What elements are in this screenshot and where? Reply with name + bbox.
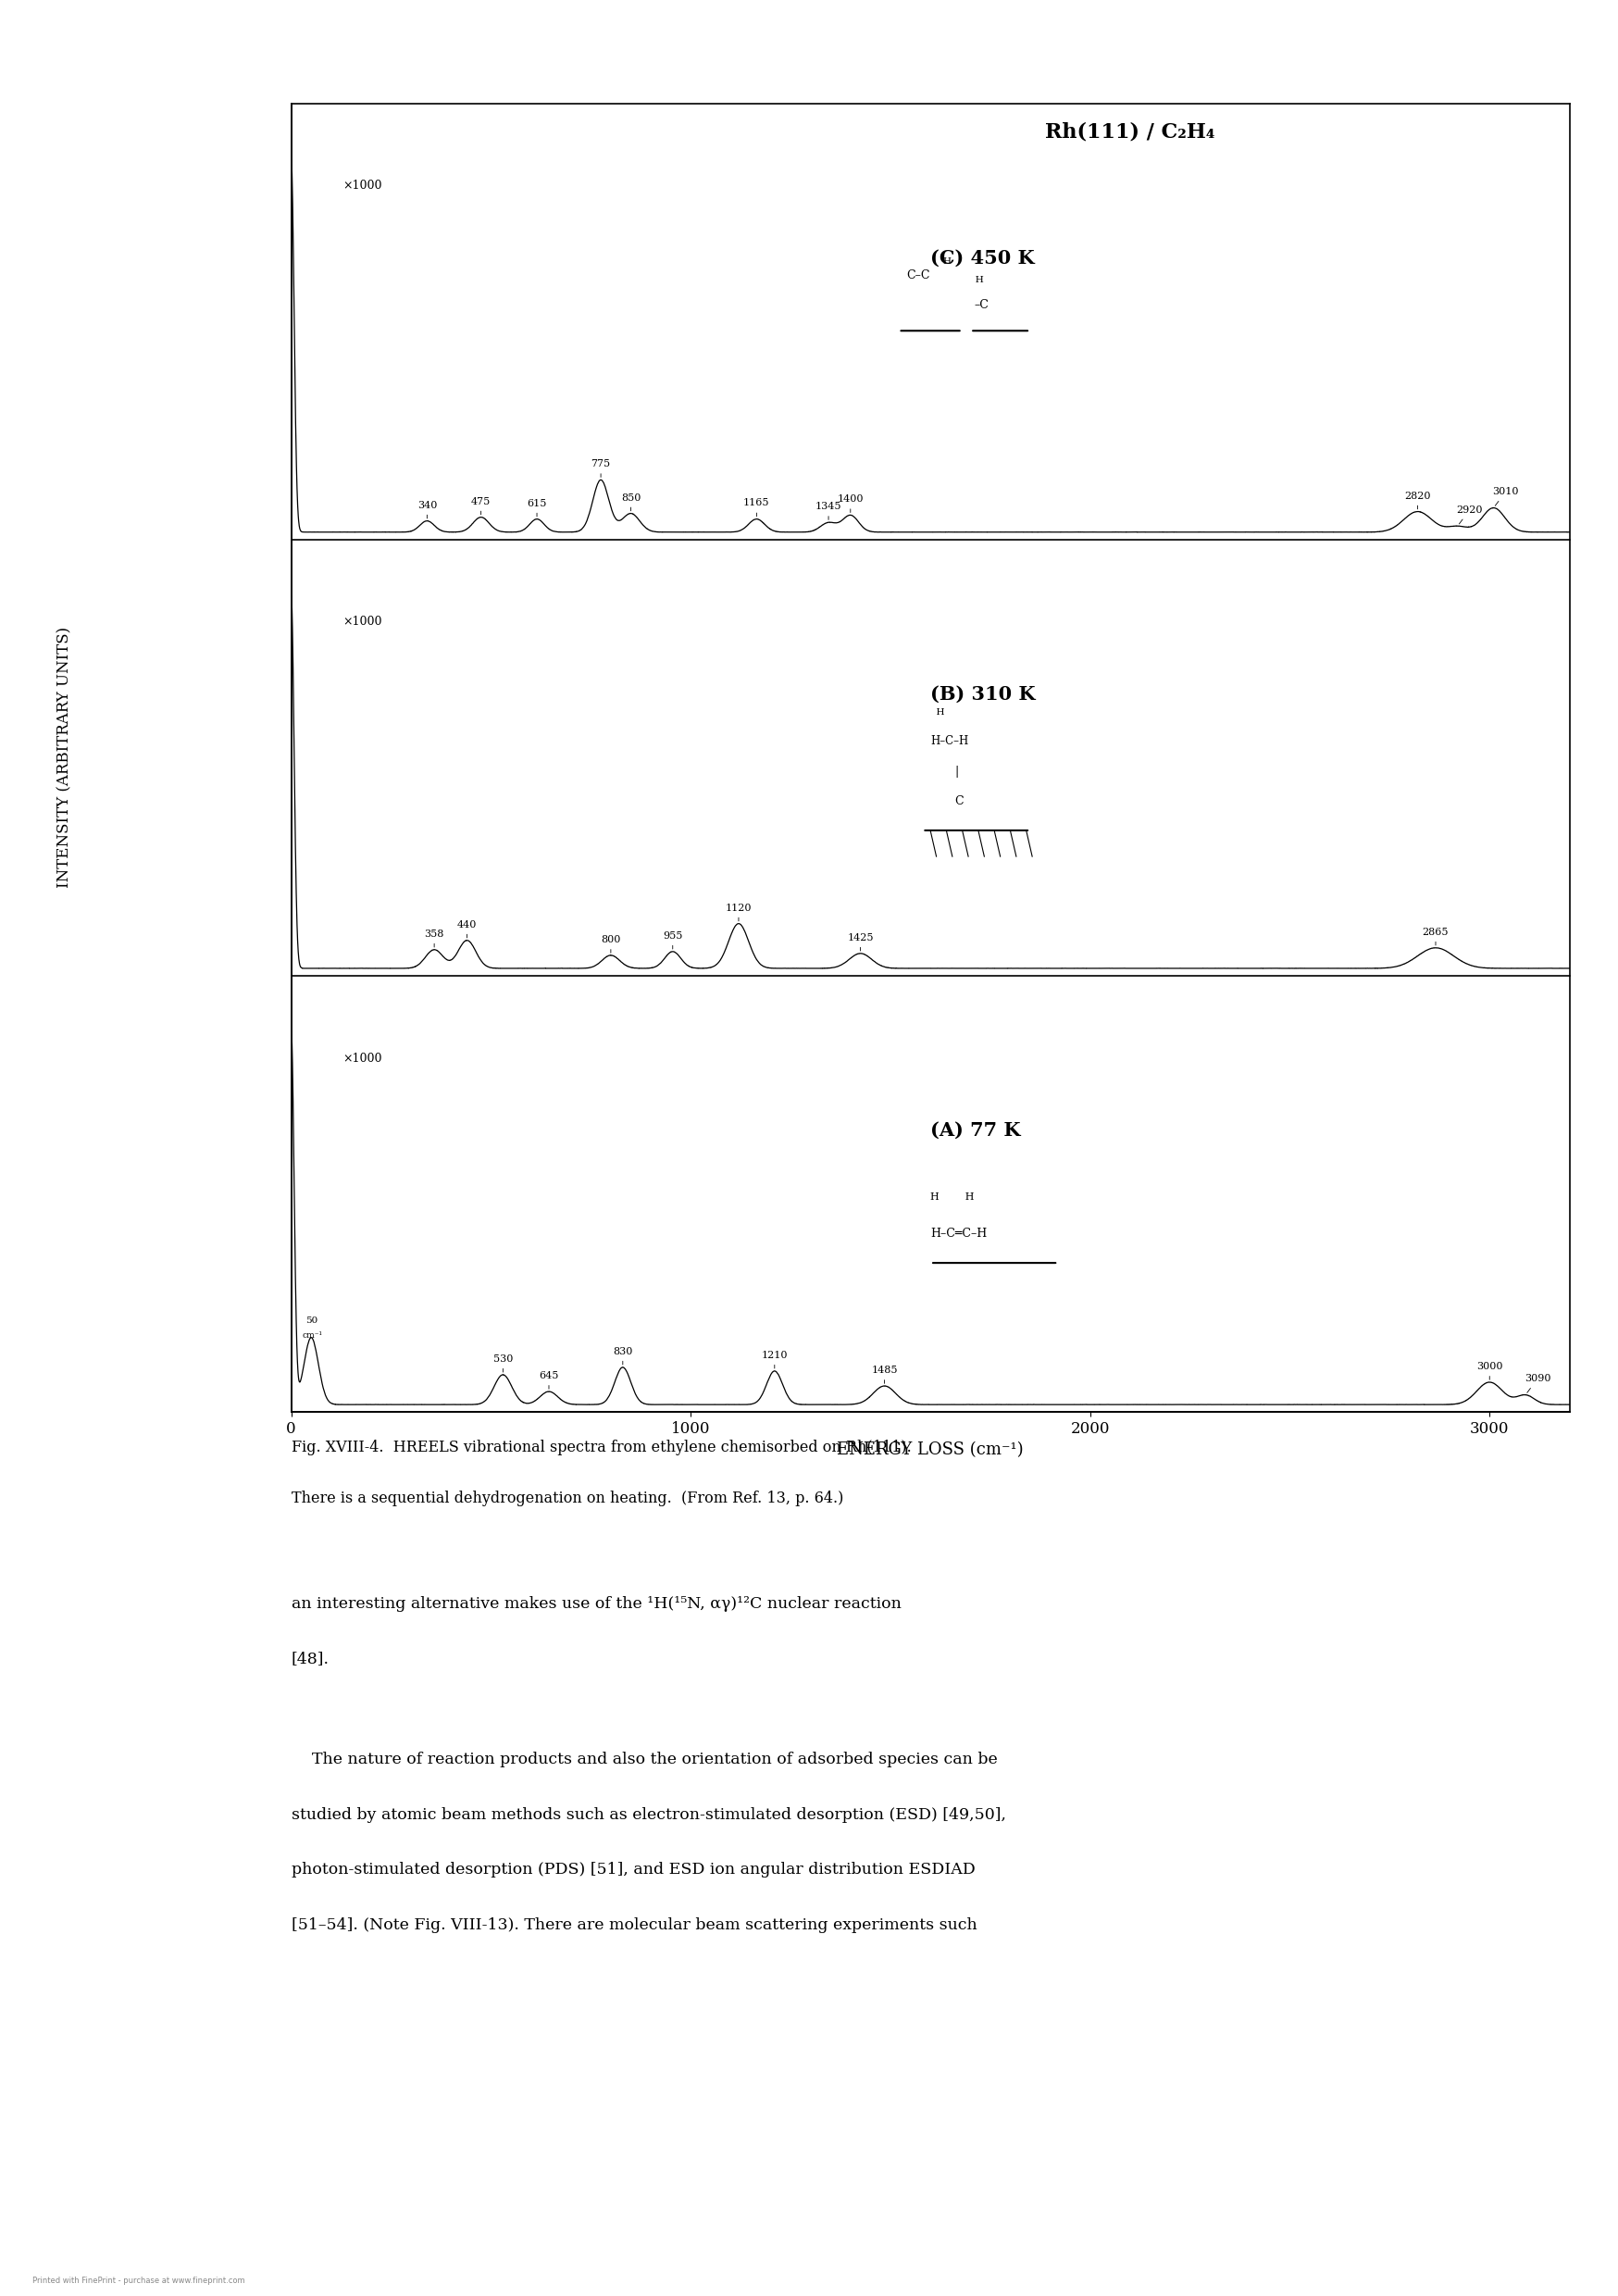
- Text: ×1000: ×1000: [343, 179, 382, 193]
- Text: 1400: 1400: [837, 494, 864, 512]
- Text: C–C: C–C: [906, 269, 930, 282]
- Text: 1210: 1210: [762, 1350, 788, 1368]
- Text: H: H: [966, 276, 984, 285]
- Text: 800: 800: [600, 934, 621, 953]
- Text: 530: 530: [493, 1355, 513, 1373]
- Text: H        H: H H: [930, 1192, 974, 1201]
- Text: ×1000: ×1000: [343, 615, 382, 629]
- Text: 1345: 1345: [815, 503, 841, 519]
- Text: 3010: 3010: [1492, 487, 1519, 505]
- Text: [48].: [48].: [291, 1651, 328, 1667]
- Text: C: C: [955, 794, 963, 808]
- Text: 645: 645: [539, 1371, 558, 1389]
- Text: ×1000: ×1000: [343, 1052, 382, 1065]
- Text: 440: 440: [458, 921, 477, 937]
- Text: 615: 615: [527, 498, 547, 517]
- Text: 50: 50: [306, 1316, 319, 1325]
- Text: 2920: 2920: [1456, 505, 1482, 523]
- Text: [51–54]. (Note Fig. VIII-13). There are molecular beam scattering experiments su: [51–54]. (Note Fig. VIII-13). There are …: [291, 1917, 977, 1933]
- Text: cm⁻¹: cm⁻¹: [303, 1332, 322, 1339]
- Text: 955: 955: [663, 932, 683, 948]
- Text: Fig. XVIII-4.  HREELS vibrational spectra from ethylene chemisorbed on Rh(111).: Fig. XVIII-4. HREELS vibrational spectra…: [291, 1440, 911, 1456]
- Text: There is a sequential dehydrogenation on heating.  (From Ref. 13, p. 64.): There is a sequential dehydrogenation on…: [291, 1490, 843, 1506]
- Text: 475: 475: [471, 496, 490, 514]
- Text: 2820: 2820: [1404, 491, 1430, 510]
- Text: Rh(111) / C₂H₄: Rh(111) / C₂H₄: [1045, 122, 1215, 142]
- Text: 830: 830: [613, 1348, 633, 1364]
- Text: (B) 310 K: (B) 310 K: [930, 684, 1036, 703]
- Text: H–C═C–H: H–C═C–H: [930, 1228, 987, 1240]
- Text: 775: 775: [591, 459, 610, 478]
- Text: 1425: 1425: [848, 932, 874, 951]
- Text: Printed with FinePrint - purchase at www.fineprint.com: Printed with FinePrint - purchase at www…: [32, 2275, 244, 2285]
- Text: The nature of reaction products and also the orientation of adsorbed species can: The nature of reaction products and also…: [291, 1752, 997, 1768]
- Text: 2865: 2865: [1422, 928, 1448, 946]
- Text: (C) 450 K: (C) 450 K: [930, 248, 1034, 266]
- Text: 850: 850: [621, 494, 641, 512]
- Text: 1485: 1485: [870, 1366, 898, 1384]
- Text: 3090: 3090: [1524, 1375, 1550, 1394]
- Text: an interesting alternative makes use of the ¹H(¹⁵N, αγ)¹²C nuclear reaction: an interesting alternative makes use of …: [291, 1596, 901, 1612]
- X-axis label: ENERGY LOSS (cm⁻¹): ENERGY LOSS (cm⁻¹): [837, 1442, 1024, 1458]
- Text: H–C–H: H–C–H: [930, 735, 969, 748]
- Text: H: H: [942, 257, 951, 266]
- Text: (A) 77 K: (A) 77 K: [930, 1120, 1021, 1139]
- Text: 340: 340: [417, 501, 437, 519]
- Text: photon-stimulated desorption (PDS) [51], and ESD ion angular distribution ESDIAD: photon-stimulated desorption (PDS) [51],…: [291, 1862, 976, 1878]
- Text: 1120: 1120: [725, 902, 752, 921]
- Text: 1165: 1165: [743, 498, 770, 517]
- Text: H: H: [930, 709, 945, 716]
- Text: –C: –C: [974, 298, 989, 312]
- Text: 358: 358: [424, 930, 443, 948]
- Text: INTENSITY (ARBITRARY UNITS): INTENSITY (ARBITRARY UNITS): [57, 627, 73, 889]
- Text: studied by atomic beam methods such as electron-stimulated desorption (ESD) [49,: studied by atomic beam methods such as e…: [291, 1807, 1006, 1823]
- Text: 3000: 3000: [1476, 1362, 1503, 1380]
- Text: |: |: [955, 765, 958, 778]
